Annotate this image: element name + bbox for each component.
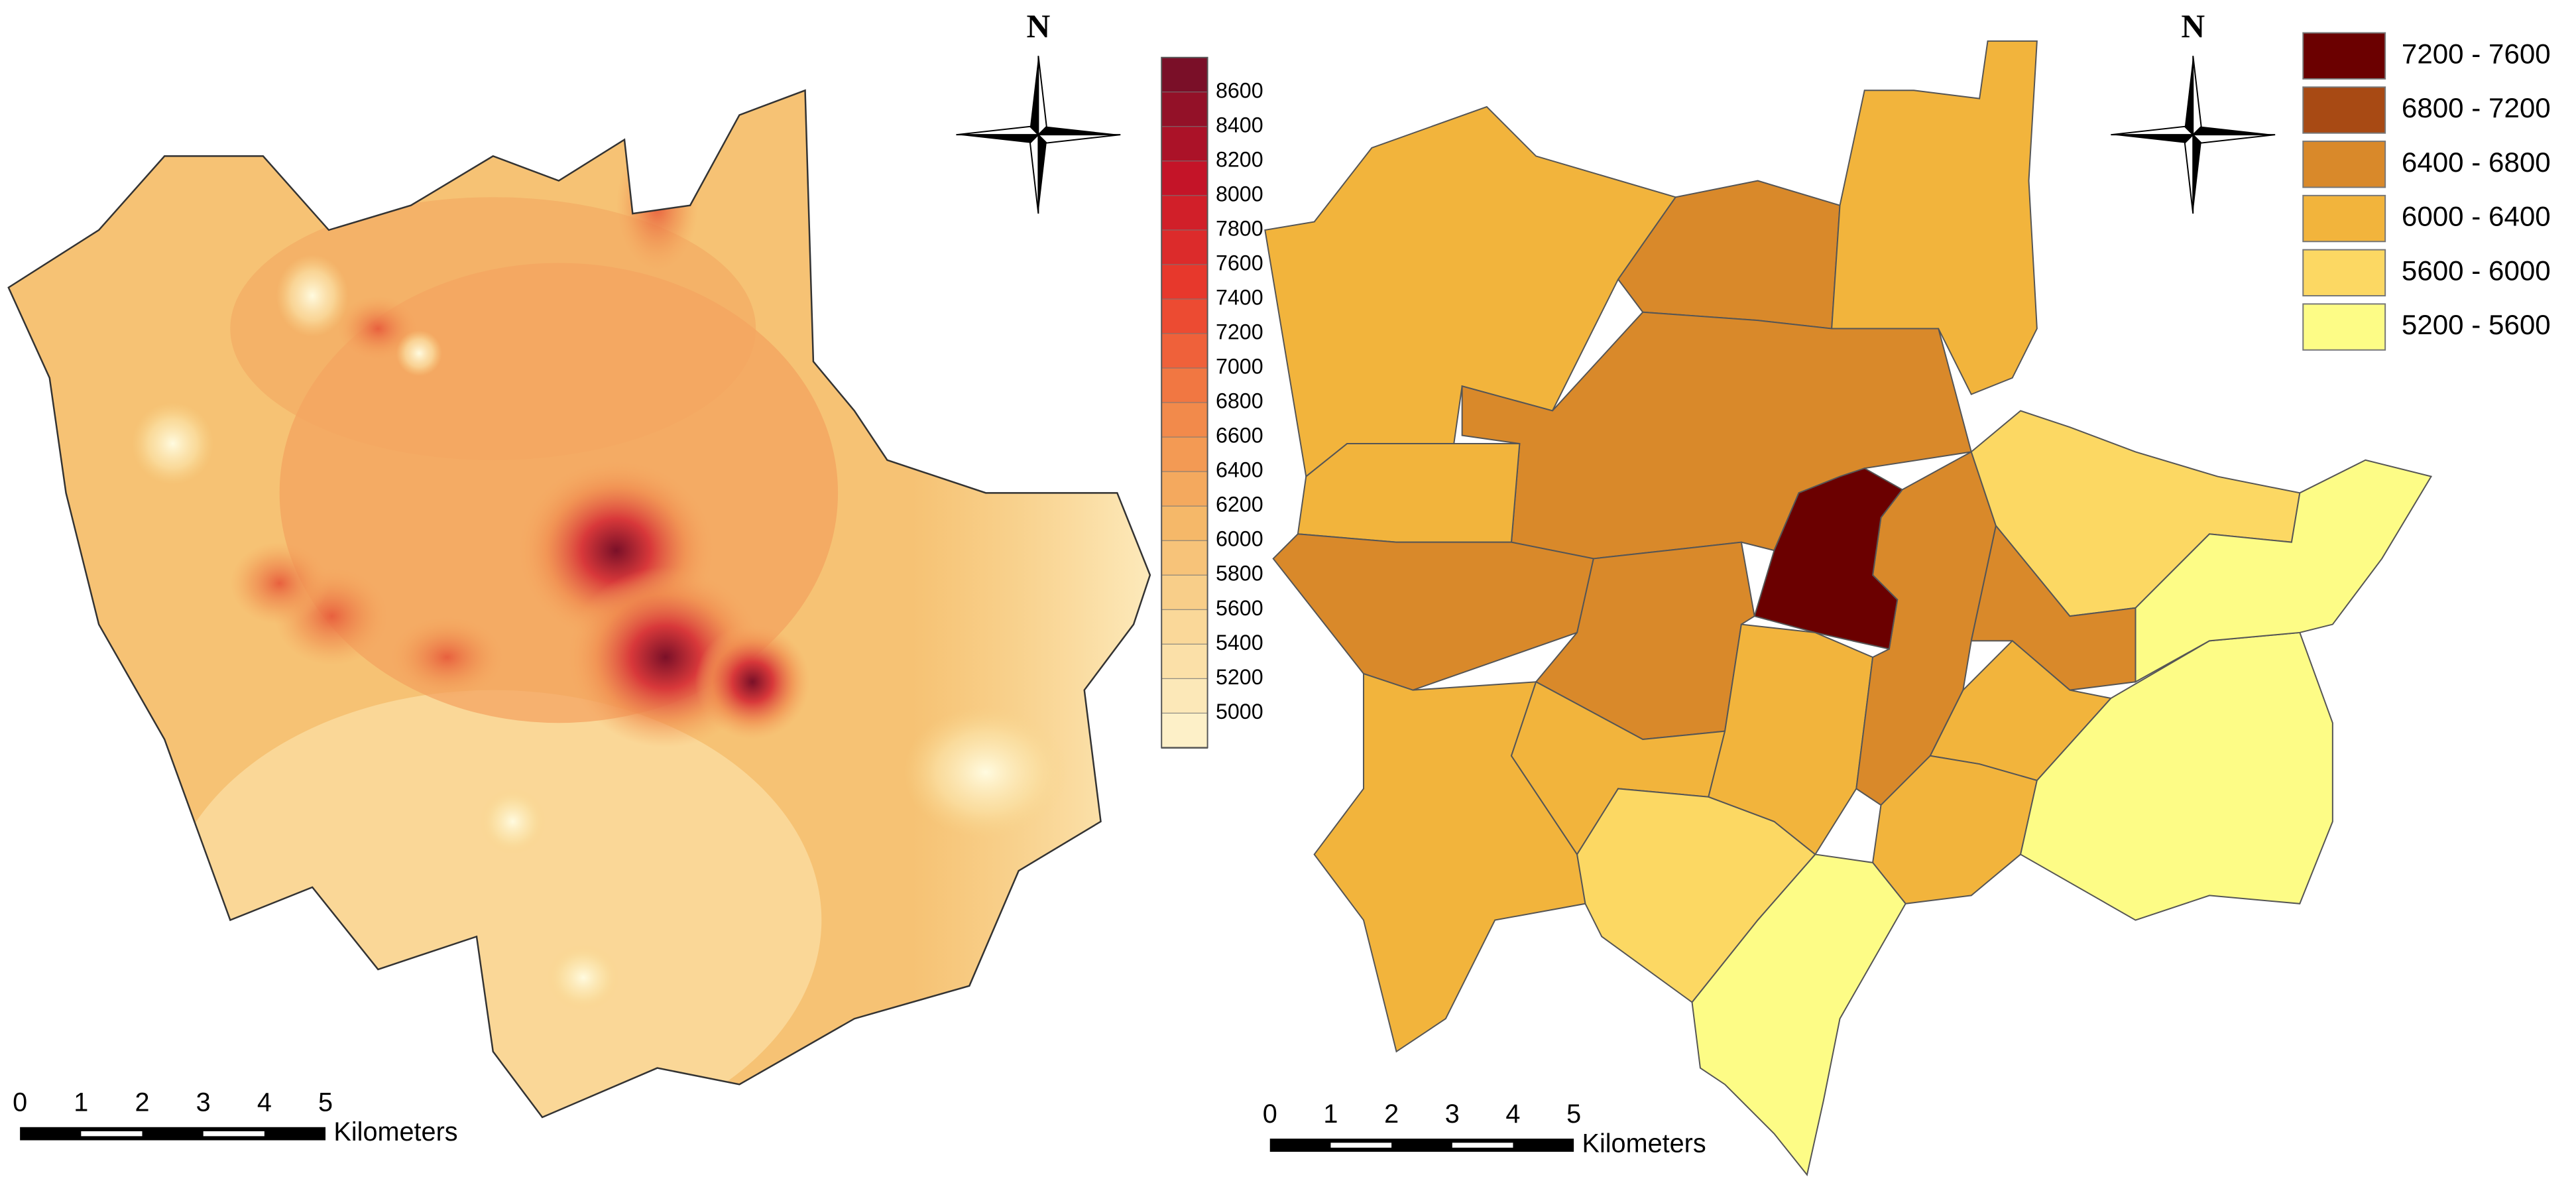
- scale-bar-label: 5: [318, 1088, 333, 1117]
- colorbar-band: [1161, 643, 1208, 680]
- colorbar-label: 7400: [1216, 285, 1263, 309]
- legend-swatch: [2302, 194, 2386, 243]
- scale-bar-label: 0: [1263, 1099, 1277, 1129]
- colorbar-band: [1161, 92, 1208, 128]
- legend-swatch: [2302, 141, 2386, 188]
- scale-bar-label: 3: [196, 1088, 211, 1117]
- colorbar-band: [1161, 160, 1208, 197]
- scale-bar-segment: [1330, 1143, 1392, 1148]
- scale-bar-frame: [1269, 1139, 1574, 1152]
- scale-bar-segment: [81, 1131, 143, 1137]
- colorbar-band: [1161, 229, 1208, 266]
- colorbar-label: 6600: [1216, 424, 1263, 448]
- colorbar-frame: [1161, 56, 1208, 749]
- legend-label: 6800 - 7200: [2402, 92, 2551, 123]
- colorbar-band: [1161, 126, 1208, 162]
- legend-label: 6000 - 6400: [2402, 201, 2551, 232]
- colorbar-label: 8400: [1216, 113, 1263, 137]
- colorbar-band: [1161, 471, 1208, 507]
- scale-bar-unit: Kilometers: [1582, 1129, 1706, 1158]
- scale-bar-frame: [20, 1127, 326, 1141]
- colorbar-band: [1161, 367, 1208, 404]
- legend-label: 5600 - 6000: [2402, 255, 2551, 286]
- scale-bar-label: 4: [257, 1088, 272, 1117]
- right-map-extras: N 7200 - 7600 6800 - 7200 6400 - 6800 6000 …: [1263, 8, 2551, 1158]
- colorbar-label: 5000: [1216, 700, 1263, 723]
- scale-bar-segment: [1452, 1143, 1513, 1148]
- colorbar: 8600 8400 8200 8000 7800 7600 7400 7200 7000 6800…: [1161, 56, 1263, 749]
- district: [1297, 443, 1521, 543]
- colorbar-label: 5400: [1216, 631, 1263, 654]
- legend: 7200 - 7600 6800 - 7200 6400 - 6800 6000 - …: [2302, 32, 2551, 351]
- district: [2135, 459, 2433, 683]
- colorbar-band: [1161, 678, 1208, 715]
- colorbar-label: 8000: [1216, 182, 1263, 206]
- scale-bar-unit: Kilometers: [333, 1117, 457, 1147]
- colorbar-band: [1161, 712, 1208, 749]
- scale-bar-segment: [203, 1131, 264, 1137]
- colorbar-band: [1161, 57, 1208, 93]
- legend-label: 5200 - 5600: [2402, 309, 2551, 340]
- legend-label: 6400 - 6800: [2402, 147, 2551, 178]
- legend-swatch: [2302, 249, 2386, 296]
- colorbar-label: 7800: [1216, 216, 1263, 240]
- left-map: N 8600 8400 8200 8000 7800 7600 7400 7200 7000 68…: [7, 8, 1263, 1147]
- colorbar-band: [1161, 333, 1208, 369]
- colorbar-label: 6000: [1216, 527, 1263, 551]
- colorbar-band: [1161, 195, 1208, 231]
- legend-swatch: [2302, 32, 2386, 80]
- district: [2019, 631, 2333, 921]
- colorbar-label: 7000: [1216, 355, 1263, 379]
- colorbar-band: [1161, 436, 1208, 473]
- legend-swatch: [2302, 86, 2386, 134]
- scale-bar-label: 0: [13, 1088, 27, 1117]
- colorbar-label: 6400: [1216, 458, 1263, 482]
- colorbar-band: [1161, 402, 1208, 438]
- district: [1691, 853, 1906, 1176]
- colorbar-band: [1161, 540, 1208, 576]
- scale-bar-label: 1: [1323, 1099, 1338, 1129]
- colorbar-label: 8200: [1216, 147, 1263, 171]
- district: [1970, 524, 2137, 691]
- legend-swatch: [2302, 303, 2386, 351]
- north-label: N: [2181, 8, 2205, 44]
- scale-bar-label: 1: [74, 1088, 88, 1117]
- colorbar-band: [1161, 298, 1208, 335]
- colorbar-label: 7600: [1216, 251, 1263, 275]
- right-map: [1264, 40, 2433, 1176]
- colorbar-band: [1161, 505, 1208, 542]
- scale-bar-label: 2: [135, 1088, 149, 1117]
- legend-label: 7200 - 7600: [2402, 38, 2551, 69]
- district: [1272, 533, 1595, 691]
- colorbar-label: 5800: [1216, 562, 1263, 586]
- colorbar-label: 6200: [1216, 493, 1263, 517]
- north-arrow: N: [956, 8, 1121, 214]
- scale-bar-label: 5: [1566, 1099, 1581, 1129]
- colorbar-band: [1161, 609, 1208, 646]
- north-label: N: [1026, 8, 1050, 44]
- scale-bar-label: 4: [1505, 1099, 1520, 1129]
- colorbar-band: [1161, 264, 1208, 300]
- colorbar-label: 5600: [1216, 596, 1263, 620]
- north-arrow: N: [2111, 8, 2276, 214]
- colorbar-label: 5200: [1216, 665, 1263, 689]
- colorbar-band: [1161, 574, 1208, 611]
- scale-bar-label: 3: [1445, 1099, 1460, 1129]
- district: [1753, 467, 1904, 650]
- colorbar-label: 7200: [1216, 320, 1263, 344]
- colorbar-label: 8600: [1216, 78, 1263, 102]
- colorbar-label: 6800: [1216, 389, 1263, 413]
- scale-bar-label: 2: [1384, 1099, 1399, 1129]
